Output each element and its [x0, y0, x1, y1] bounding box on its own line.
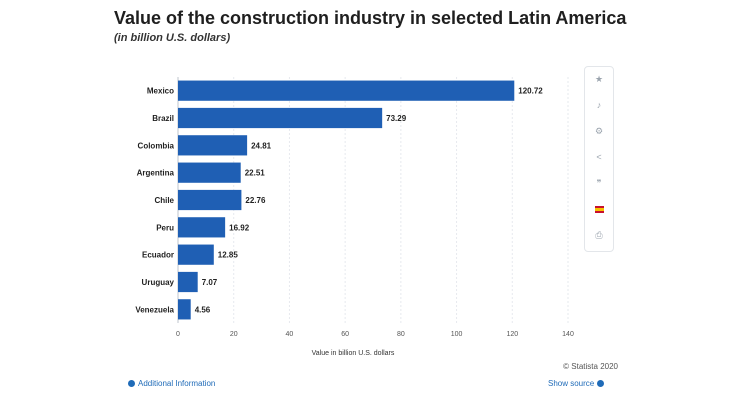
x-tick-label: 60: [341, 331, 349, 338]
bar: [178, 299, 191, 320]
chart-subtitle: (in billion U.S. dollars): [114, 32, 231, 44]
category-label: Ecuador: [142, 251, 174, 260]
data-label: 16.92: [229, 223, 250, 232]
show-source-link[interactable]: Show source: [548, 379, 605, 388]
bar: [178, 135, 248, 156]
additional-information-link[interactable]: Additional Information: [128, 379, 215, 388]
data-label: 120.72: [518, 87, 543, 96]
chart-title: Value of the construction industry in se…: [114, 8, 627, 28]
data-label: 22.76: [245, 196, 266, 205]
copyright-text: © Statista 2020: [563, 362, 618, 371]
data-label: 4.56: [195, 305, 211, 314]
bar: [178, 189, 242, 211]
bar: [178, 80, 515, 101]
bell-icon[interactable]: ♪: [596, 100, 602, 110]
category-label: Chile: [154, 196, 174, 205]
x-tick-label: 0: [176, 331, 180, 338]
category-label: Brazil: [152, 114, 174, 123]
x-tick-label: 80: [397, 331, 405, 338]
bar: [178, 107, 383, 129]
data-label: 24.81: [251, 141, 272, 150]
data-label: 73.29: [386, 114, 407, 123]
x-tick-label: 120: [506, 331, 518, 338]
category-label: Mexico: [147, 87, 174, 96]
category-label: Uruguay: [142, 278, 175, 287]
print-icon[interactable]: ⎙: [595, 229, 603, 240]
x-tick-label: 20: [230, 331, 238, 338]
quote-icon[interactable]: ❞: [596, 177, 602, 188]
bar: [178, 244, 214, 265]
chart-toolbar: ★ ♪ ⚙ < ❞ ⎙: [584, 66, 614, 252]
gear-icon[interactable]: ⚙: [594, 125, 604, 136]
info-icon: [128, 380, 135, 387]
x-tick-label: 100: [451, 331, 463, 338]
star-icon[interactable]: ★: [594, 73, 604, 84]
category-label: Venezuela: [135, 305, 174, 314]
data-label: 7.07: [202, 278, 218, 287]
bar: [178, 271, 198, 293]
x-tick-label: 140: [562, 331, 574, 338]
x-axis-title: Value in billion U.S. dollars: [312, 350, 395, 357]
x-tick-label: 40: [286, 331, 294, 338]
show-source-label: Show source: [548, 379, 595, 388]
bar: [178, 162, 241, 183]
bar: [178, 217, 226, 238]
info-icon: [597, 380, 605, 387]
additional-information-label: Additional Information: [138, 379, 216, 388]
data-label: 12.85: [218, 251, 239, 260]
category-label: Peru: [156, 223, 174, 232]
data-label: 22.51: [245, 169, 266, 178]
category-label: Argentina: [137, 169, 175, 178]
spain-flag-icon[interactable]: [585, 199, 613, 219]
share-icon[interactable]: <: [596, 152, 602, 162]
category-label: Colombia: [138, 141, 175, 150]
